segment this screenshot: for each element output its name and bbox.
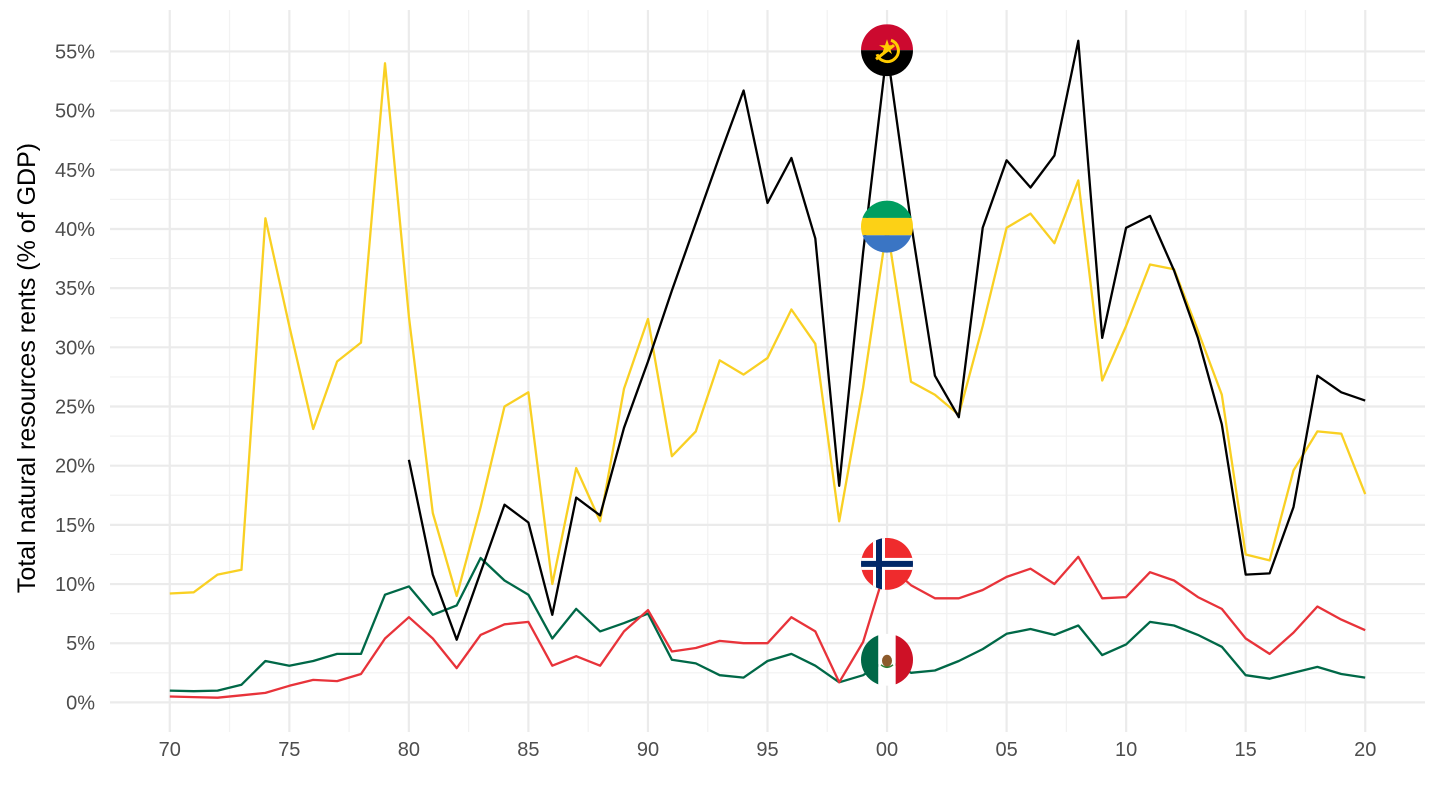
y-tick-label: 40%: [55, 219, 95, 241]
y-tick-label: 5%: [66, 633, 95, 655]
y-tick-label: 15%: [55, 515, 95, 537]
x-tick-label: 90: [637, 739, 659, 761]
x-axis-tick-labels: 70 75 80 85 90 95 00 05 10 15 20: [159, 739, 1377, 761]
y-axis-title: Total natural resources rents (% of GDP): [13, 143, 41, 593]
x-tick-label: 95: [756, 739, 778, 761]
norway-flag-icon: [861, 537, 913, 590]
flag-markers: [861, 24, 913, 686]
x-tick-label: 75: [278, 739, 300, 761]
y-tick-label: 45%: [55, 160, 95, 182]
gabon-flag-icon: [861, 200, 913, 253]
x-tick-label: 80: [398, 739, 420, 761]
series-line-gabon: [169, 62, 1367, 598]
y-tick-label: 10%: [55, 574, 95, 596]
major-gridlines: [110, 10, 1425, 732]
y-tick-label: 25%: [55, 397, 95, 419]
y-tick-label: 30%: [55, 337, 95, 359]
y-tick-label: 50%: [55, 101, 95, 123]
y-axis-tick-labels: 0% 5% 10% 15% 20% 25% 30% 35% 40% 45% 50% 55%: [55, 41, 95, 714]
x-tick-label: 15: [1235, 739, 1257, 761]
x-tick-label: 10: [1115, 739, 1137, 761]
y-tick-label: 20%: [55, 456, 95, 478]
x-tick-label: 00: [876, 739, 898, 761]
y-tick-label: 55%: [55, 41, 95, 63]
y-tick-label: 35%: [55, 278, 95, 300]
x-tick-label: 85: [517, 739, 539, 761]
x-tick-label: 05: [995, 739, 1017, 761]
x-tick-label: 70: [159, 739, 181, 761]
x-tick-label: 20: [1354, 739, 1376, 761]
series-line-mexico: [169, 556, 1366, 693]
y-tick-label: 0%: [66, 692, 95, 714]
mexico-flag-icon: [861, 633, 913, 686]
angola-flag-icon: [861, 24, 913, 77]
series-line-norway: [169, 555, 1366, 699]
